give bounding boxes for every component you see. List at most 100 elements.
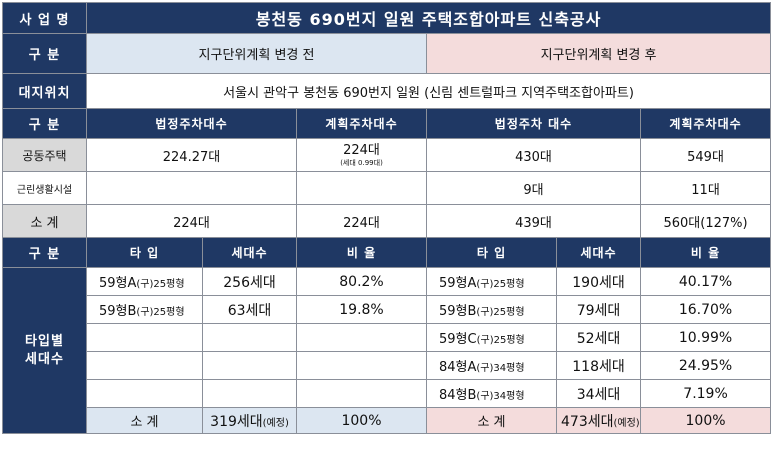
parking-row-facility: 근린생활시설 9대 11대	[2, 171, 772, 205]
type-sub: (구)25평형	[476, 335, 525, 346]
units-after: 190세대	[556, 267, 641, 296]
type-sub: (구)25평형	[476, 279, 525, 290]
ratio-after: 10.99%	[639, 323, 772, 352]
types-total-row: 소 계 319세대(예정) 100% 소 계 473세대(예정) 100%	[3, 407, 772, 434]
ratio-after: 40.17%	[639, 267, 772, 296]
phase-after: 지구단위계획 변경 후	[425, 33, 772, 74]
total-after-units: 473세대(예정)	[556, 407, 641, 434]
type-sub: (구)34평형	[476, 363, 525, 374]
project-row: 사 업 명 봉천동 690번지 일원 주택조합아파트 신축공사	[2, 2, 772, 34]
types-row: 84형B(구)34평형 34세대 7.19%	[3, 379, 772, 408]
types-header: 비 율	[296, 237, 427, 268]
types-header: 세대수	[556, 237, 641, 268]
type-after: 59형A(구)25평형	[426, 267, 557, 296]
types-row: 타입별 세대수 59형A(구)25평형 256세대 80.2% 59형A(구)2…	[2, 267, 772, 434]
parking-row-label: 소 계	[2, 204, 87, 238]
type-name: 59형B	[99, 304, 137, 319]
site-row: 대지위치 서울시 관악구 봉천동 690번지 일원 (신림 센트럴파크 지역주택…	[2, 73, 772, 109]
parking-before-plan: 224대 (세대 0.99대)	[296, 138, 427, 172]
ratio-before: 80.2%	[296, 267, 427, 296]
total-before-note: (예정)	[262, 417, 289, 429]
types-row: 84형A(구)34평형 118세대 24.95%	[3, 351, 772, 380]
ratio-after: 16.70%	[639, 295, 772, 324]
parking-before-legal: 224대	[86, 204, 297, 238]
types-header: 비 율	[639, 237, 772, 268]
type-before: 59형A(구)25평형	[86, 267, 203, 296]
types-row: 59형C(구)25평형 52세대 10.99%	[3, 323, 772, 352]
housing-plan-table: 사 업 명 봉천동 690번지 일원 주택조합아파트 신축공사 구 분 지구단위…	[2, 2, 772, 434]
parking-before-plan: 224대	[296, 204, 427, 238]
type-sub: (구)25평형	[136, 279, 185, 290]
total-after-label: 소 계	[426, 407, 557, 434]
ratio-after: 24.95%	[639, 351, 772, 380]
parking-after-plan: 11대	[639, 171, 772, 205]
parking-before-plan-value: 224대	[343, 143, 380, 158]
units-before-empty	[202, 323, 297, 352]
types-label: 구 분	[2, 237, 87, 268]
types-side-label: 타입별 세대수	[2, 267, 87, 434]
total-after-ratio: 100%	[639, 407, 772, 434]
type-after: 84형B(구)34평형	[426, 379, 557, 408]
ratio-before-empty	[296, 351, 427, 380]
parking-header-after-plan: 계획주차대수	[639, 108, 772, 139]
units-before-empty	[202, 351, 297, 380]
parking-before-plan-note: (세대 0.99대)	[340, 159, 383, 167]
type-after: 59형B(구)25평형	[426, 295, 557, 324]
type-sub: (구)25평형	[476, 307, 525, 318]
parking-header-before-legal: 법정주차대수	[86, 108, 297, 139]
total-before-units-value: 319세대	[210, 413, 263, 430]
type-name: 59형A	[99, 276, 137, 291]
types-header: 세대수	[202, 237, 297, 268]
site-value: 서울시 관악구 봉천동 690번지 일원 (신림 센트럴파크 지역주택조합아파트…	[85, 73, 772, 109]
parking-row-label: 근린생활시설	[2, 171, 87, 205]
parking-after-legal: 9대	[426, 171, 641, 205]
parking-header-row: 구 분 법정주차대수 계획주차대수 법정주차 대수 계획주차대수	[2, 108, 772, 139]
total-before-units: 319세대(예정)	[202, 407, 297, 434]
ratio-after: 7.19%	[639, 379, 772, 408]
total-before-label: 소 계	[86, 407, 203, 434]
type-name: 59형B	[439, 304, 477, 319]
parking-after-legal: 439대	[426, 204, 641, 238]
phase-label: 구 분	[2, 33, 87, 74]
type-name: 59형C	[439, 332, 477, 347]
ratio-before-empty	[296, 323, 427, 352]
parking-header-before-plan: 계획주차대수	[296, 108, 427, 139]
phase-row: 구 분 지구단위계획 변경 전 지구단위계획 변경 후	[2, 33, 772, 74]
phase-before: 지구단위계획 변경 전	[86, 33, 427, 74]
types-header: 타 입	[426, 237, 557, 268]
parking-before-plan	[296, 171, 427, 205]
types-row: 59형B(구)25평형 63세대 19.8% 59형B(구)25평형 79세대 …	[3, 295, 772, 324]
parking-after-plan: 560대(127%)	[639, 204, 772, 238]
type-after: 84형A(구)34평형	[426, 351, 557, 380]
units-before-empty	[202, 379, 297, 408]
units-before: 63세대	[202, 295, 297, 324]
ratio-before: 19.8%	[296, 295, 427, 324]
type-before-empty	[86, 351, 203, 380]
types-side-label-1: 타입별	[25, 333, 64, 349]
units-after: 79세대	[556, 295, 641, 324]
type-after: 59형C(구)25평형	[426, 323, 557, 352]
type-before-empty	[86, 323, 203, 352]
total-before-ratio: 100%	[296, 407, 427, 434]
total-after-note: (예정)	[613, 417, 640, 429]
types-header-row: 구 분 타 입 세대수 비 율 타 입 세대수 비 율	[2, 237, 772, 268]
units-after: 118세대	[556, 351, 641, 380]
parking-after-legal: 430대	[426, 138, 641, 172]
total-after-units-value: 473세대	[561, 413, 614, 430]
type-sub: (구)34평형	[476, 391, 525, 402]
units-after: 52세대	[556, 323, 641, 352]
type-name: 59형A	[439, 276, 477, 291]
type-before-empty	[86, 379, 203, 408]
parking-header-after-legal: 법정주차 대수	[426, 108, 641, 139]
parking-before-legal: 224.27대	[86, 138, 297, 172]
types-side-label-2: 세대수	[25, 351, 64, 367]
type-name: 84형B	[439, 388, 477, 403]
type-sub: (구)25평형	[136, 307, 185, 318]
parking-row-label: 공동주택	[2, 138, 87, 172]
parking-row-subtotal: 소 계 224대 224대 439대 560대(127%)	[2, 204, 772, 238]
type-before: 59형B(구)25평형	[86, 295, 203, 324]
parking-row-apartment: 공동주택 224.27대 224대 (세대 0.99대) 430대 549대	[2, 138, 772, 172]
parking-after-plan: 549대	[639, 138, 772, 172]
parking-before-legal	[86, 171, 297, 205]
